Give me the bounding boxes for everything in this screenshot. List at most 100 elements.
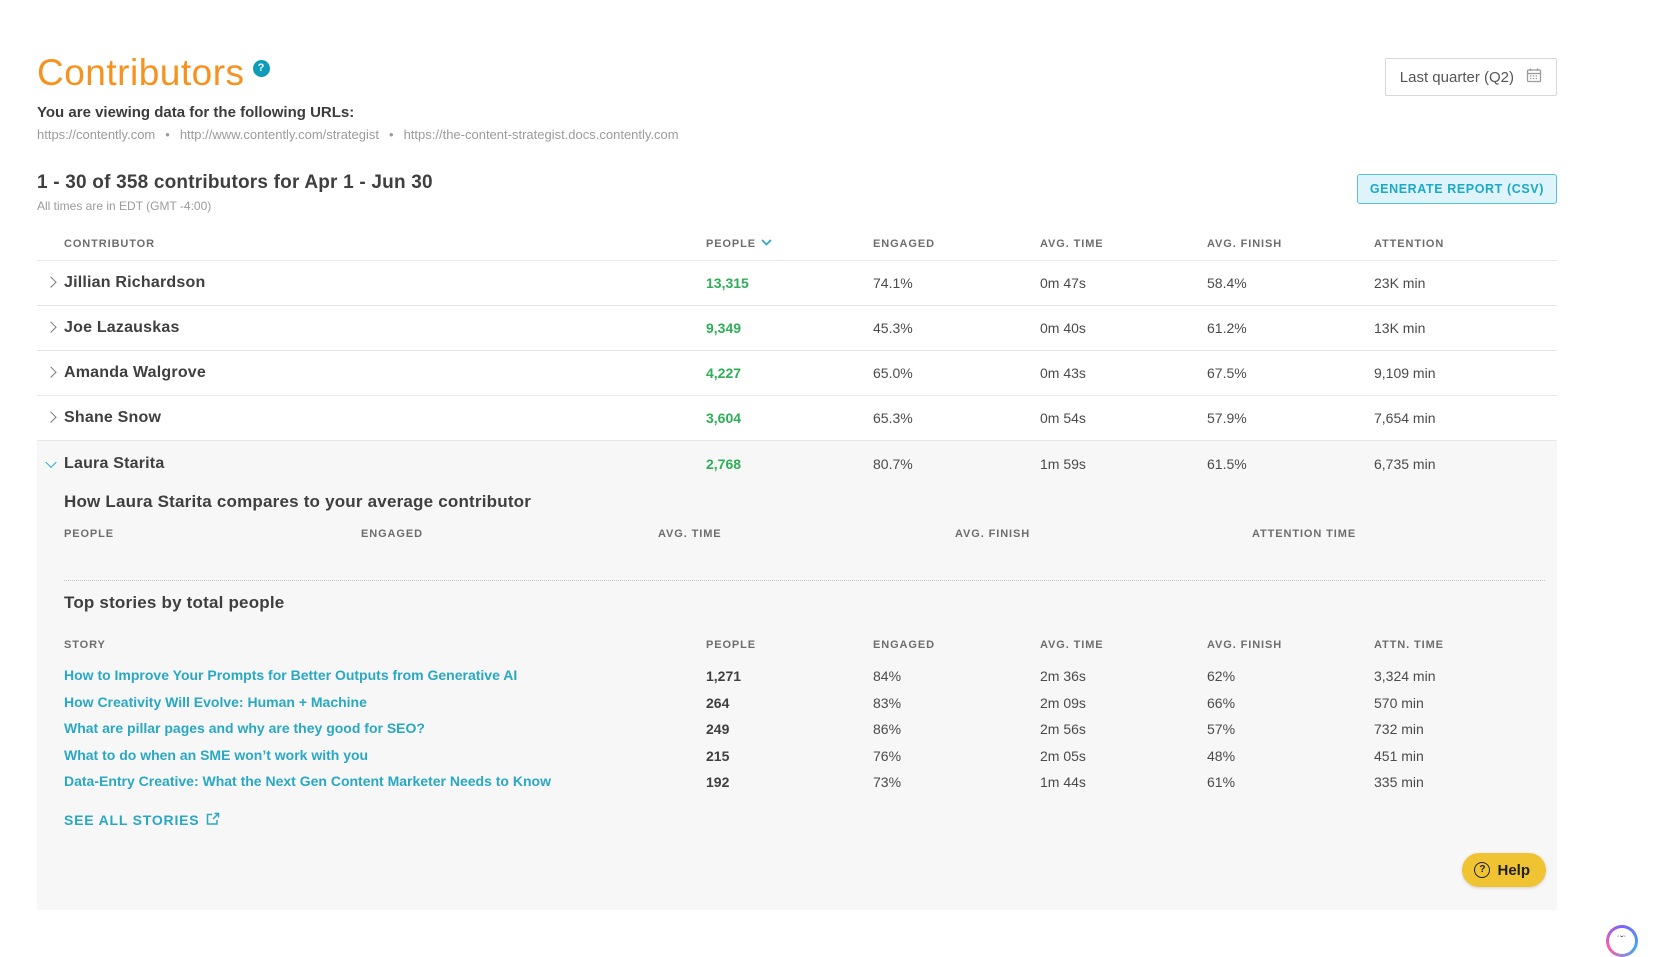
col-header-avg-finish[interactable]: AVG. FINISH [1207,237,1283,250]
chevron-right-icon [45,321,57,333]
col-header-people[interactable]: PEOPLE [706,237,873,250]
chevron-right-icon [45,411,57,423]
story-row: How Creativity Will Evolve: Human + Mach… [37,690,1557,717]
story-row: How to Improve Your Prompts for Better O… [37,663,1557,690]
contributor-name: Shane Snow [64,409,162,426]
people-value: 9,349 [706,320,742,336]
avg-time-value: 0m 47s [1040,275,1086,291]
people-value: 13,315 [706,275,749,291]
compare-col-people: PEOPLE [64,528,115,540]
avg-finish-value: 57.9% [1207,410,1247,426]
help-button[interactable]: ? Help [1462,853,1546,887]
story-avg-finish: 48% [1207,747,1236,764]
story-col-avg-finish: AVG. FINISH [1207,639,1283,651]
urls-line: https://contently.com • http://www.content… [37,127,679,142]
story-link[interactable]: How Creativity Will Evolve: Human + Mach… [64,693,367,710]
chat-avatar-face: ˙˘˙ [1609,928,1635,954]
expanded-contributor-section: Laura Starita 2,768 80.7% 1m 59s 61.5% 6… [37,440,1557,910]
title-help-icon[interactable]: ? [252,60,270,77]
story-engaged: 73% [873,774,902,791]
story-avg-time: 2m 56s [1040,721,1086,738]
url-item: https://contently.com [37,127,156,142]
story-col-people: PEOPLE [706,639,757,651]
engaged-value: 74.1% [873,275,913,291]
story-row: What are pillar pages and why are they g… [37,716,1557,743]
generate-report-button[interactable]: GENERATE REPORT (CSV) [1356,174,1557,204]
help-question-icon: ? [1474,862,1491,878]
story-link[interactable]: What to do when an SME won’t work with y… [64,746,369,763]
sort-desc-icon [761,237,772,249]
title-block: Contributors? You are viewing data for t… [37,52,679,142]
col-header-attention[interactable]: ATTENTION [1374,237,1445,250]
story-col-avg-time: AVG. TIME [1040,639,1104,651]
engaged-value: 65.3% [873,410,913,426]
date-range-label: Last quarter (Q2) [1399,68,1514,86]
engaged-value: 45.3% [873,320,913,336]
stories-table-header: STORY PEOPLE ENGAGED AVG. TIME AVG. FINI… [37,639,1557,651]
col-header-contributor: CONTRIBUTOR [64,237,155,250]
date-range-selector[interactable]: Last quarter (Q2) [1384,58,1557,96]
results-heading: 1 - 30 of 358 contributors for Apr 1 - J… [37,172,433,193]
stories-table-body: How to Improve Your Prompts for Better O… [37,663,1557,796]
contributor-row-expanded[interactable]: Laura Starita 2,768 80.7% 1m 59s 61.5% 6… [37,441,1557,486]
page-header: Contributors? You are viewing data for t… [37,52,1557,142]
compare-col-attention-time: ATTENTION TIME [1252,528,1357,540]
story-attn-time: 570 min [1374,694,1424,711]
story-engaged: 86% [873,721,902,738]
story-link[interactable]: Data-Entry Creative: What the Next Gen C… [64,773,551,790]
story-engaged: 84% [873,668,902,685]
col-header-engaged[interactable]: ENGAGED [873,237,935,250]
summary-row: 1 - 30 of 358 contributors for Apr 1 - J… [37,172,1557,213]
compare-heading: How Laura Starita compares to your avera… [64,492,532,511]
col-header-avg-time[interactable]: AVG. TIME [1040,237,1104,250]
contributor-name: Joe Lazauskas [64,319,180,336]
chevron-down-icon [45,456,57,468]
contributor-row[interactable]: Amanda Walgrove 4,227 65.0% 0m 43s 67.5%… [37,350,1557,395]
attention-value: 13K min [1374,320,1426,336]
story-people: 264 [706,694,730,711]
avg-time-value: 1m 59s [1040,455,1086,472]
story-avg-time: 2m 36s [1040,668,1086,685]
see-all-stories-link[interactable]: SEE ALL STORIES [64,812,220,829]
engaged-value: 65.0% [873,365,913,381]
help-button-label: Help [1497,861,1530,879]
url-item: http://www.contently.com/strategist [179,127,379,142]
engaged-value: 80.7% [873,455,913,472]
avg-time-value: 0m 54s [1040,410,1086,426]
story-attn-time: 335 min [1374,774,1424,791]
story-link[interactable]: How to Improve Your Prompts for Better O… [64,667,518,684]
avg-time-value: 0m 43s [1040,365,1086,381]
story-avg-finish: 61% [1207,774,1236,791]
story-attn-time: 732 min [1374,721,1424,738]
story-col-attn-time: ATTN. TIME [1374,639,1444,651]
contributors-table-header: CONTRIBUTOR PEOPLE ENGAGED AVG. TIME AVG… [37,237,1557,251]
avg-finish-value: 58.4% [1207,275,1247,291]
avg-finish-value: 67.5% [1207,365,1247,381]
story-avg-finish: 57% [1207,721,1236,738]
story-link[interactable]: What are pillar pages and why are they g… [64,720,425,737]
top-stories-heading: Top stories by total people [64,593,285,612]
calendar-icon [1526,67,1542,87]
compare-col-engaged: ENGAGED [361,528,423,540]
url-separator: • [165,127,170,142]
contributor-row[interactable]: Jillian Richardson 13,315 74.1% 0m 47s 5… [37,260,1557,305]
story-people: 1,271 [706,668,742,685]
contributor-row[interactable]: Joe Lazauskas 9,349 45.3% 0m 40s 61.2% 1… [37,305,1557,350]
story-row: What to do when an SME won’t work with y… [37,743,1557,770]
attention-value: 9,109 min [1374,365,1436,381]
story-avg-time: 2m 09s [1040,694,1086,711]
story-engaged: 83% [873,694,902,711]
story-avg-time: 1m 44s [1040,774,1086,791]
avg-finish-value: 61.5% [1207,455,1247,472]
see-all-stories-label: SEE ALL STORIES [64,812,200,828]
compare-col-avg-time: AVG. TIME [658,528,722,540]
chevron-right-icon [45,366,57,378]
url-separator: • [389,127,394,142]
avg-time-value: 0m 40s [1040,320,1086,336]
chat-widget-avatar[interactable]: ˙˘˙ [1606,925,1638,957]
story-people: 192 [706,774,730,791]
dotted-divider [64,580,1545,581]
page-title: Contributors [37,52,245,93]
contributor-row[interactable]: Shane Snow 3,604 65.3% 0m 54s 57.9% 7,65… [37,395,1557,440]
story-col-story: STORY [64,639,106,651]
